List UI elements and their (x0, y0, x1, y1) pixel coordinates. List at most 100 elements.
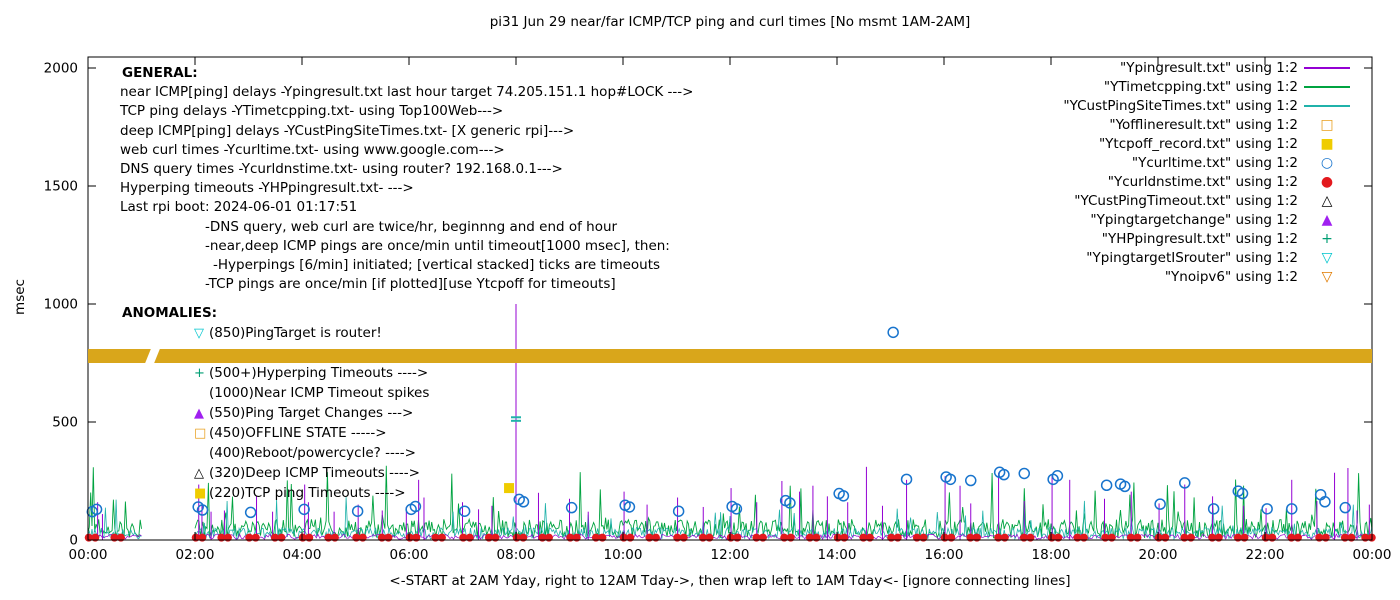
anomaly-text: (450)OFFLINE STATE -----> (209, 425, 387, 441)
x-tick-label: 22:00 (1246, 547, 1285, 563)
x-tick-label: 00:00 (69, 547, 108, 563)
legend-item: "Ycurldnstime.txt" using 1:2 ● (1063, 172, 1356, 191)
series-YCustPingSiteTimes-marks (511, 416, 521, 422)
general-heading: GENERAL: (122, 65, 198, 81)
anomaly-item: (400)Reboot/powercycle? ----> (122, 443, 429, 463)
legend-item: "Ytcpoff_record.txt" using 1:2 ■ (1063, 134, 1356, 153)
x-tick-label: 02:00 (176, 547, 215, 563)
legend-sample-square-open-icon: □ (1320, 116, 1334, 133)
series-Ycurltime.txt (86, 326, 1351, 519)
anomaly-text: (320)Deep ICMP Timeouts ----> (209, 465, 420, 481)
anomaly-text: (850)PingTarget is router! (209, 325, 382, 341)
anomaly-notes: ANOMALIES: ▽ (850)PingTarget is router! + (… (122, 303, 429, 503)
anomalies-heading: ANOMALIES: (122, 305, 218, 321)
x-tick-label: 14:00 (818, 547, 857, 563)
anomaly-item: (1000)Near ICMP Timeout spikes (122, 383, 429, 403)
legend-item: "Ypingtargetchange" using 1:2 ▲ (1063, 210, 1356, 229)
triangle-up-filled-icon: ▲ (194, 406, 204, 421)
legend-label: "Ynoipv6" using 1:2 (1164, 268, 1298, 285)
legend-label: "Ycurldnstime.txt" using 1:2 (1107, 173, 1298, 190)
legend-sample-triangle-down-open-icon: ▽ (1321, 268, 1333, 285)
general-notes: GENERAL: near ICMP[ping] delays -Ypingre… (120, 64, 694, 294)
legend-item: "Yofflineresult.txt" using 1:2 □ (1063, 115, 1356, 134)
x-tick-label: 00:00 (1353, 547, 1392, 563)
general-line: -TCP pings are once/min [if plotted][use… (205, 276, 616, 293)
plus-icon: + (194, 366, 205, 381)
x-tick-label: 10:00 (604, 547, 643, 563)
legend-sample-triangle-up-open-icon: △ (1321, 192, 1333, 209)
series-Ytcpoff_record.txt (504, 483, 515, 494)
y-tick-label: 0 (69, 533, 78, 549)
legend-item: "YTimetcpping.txt" using 1:2 (1063, 77, 1356, 96)
legend-sample-triangle-down-open-icon: ▽ (1321, 249, 1333, 266)
general-line: Last rpi boot: 2024-06-01 01:17:51 (120, 199, 358, 216)
y-tick-label: 1500 (44, 179, 78, 195)
legend: "Ypingresult.txt" using 1:2 "YTimetcpping… (1063, 58, 1356, 286)
general-line: deep ICMP[ping] delays -YCustPingSiteTim… (120, 122, 575, 139)
general-line: DNS query times -Ycurldnstime.txt- using… (120, 161, 563, 178)
anomaly-item: ■ (220)TCP ping Timeouts ----> (122, 483, 429, 503)
legend-sample-square-filled-icon: ■ (1320, 135, 1334, 152)
general-line: -near,deep ICMP pings are once/min until… (205, 237, 670, 254)
x-tick-label: 12:00 (711, 547, 750, 563)
anomaly-item: △ (320)Deep ICMP Timeouts ----> (122, 463, 429, 483)
legend-sample-circle-open-icon: ○ (1320, 154, 1334, 171)
y-tick-label: 1000 (44, 297, 78, 313)
x-tick-label: 16:00 (925, 547, 964, 563)
legend-label: "YCustPingSiteTimes.txt" using 1:2 (1063, 97, 1298, 114)
anomaly-text: (220)TCP ping Timeouts ----> (209, 485, 406, 501)
legend-item: "YCustPingSiteTimes.txt" using 1:2 (1063, 96, 1356, 115)
x-tick-label: 06:00 (390, 547, 429, 563)
legend-item: "Ycurltime.txt" using 1:2 ○ (1063, 153, 1356, 172)
general-line: TCP ping delays -YTimetcpping.txt- using… (120, 103, 504, 120)
general-line: -Hyperpings [6/min] initiated; [vertical… (213, 257, 661, 274)
anomaly-lines: ▽ (850)PingTarget is router! + (500+)Hyperp… (122, 323, 429, 503)
legend-label: "Ypingresult.txt" using 1:2 (1120, 59, 1298, 76)
anomaly-item: ▲ (550)Ping Target Changes ---> (122, 403, 429, 423)
x-tick-label: 04:00 (283, 547, 322, 563)
axes: 0 500 1000 1500 2000 00:00 02:00 04:00 06:00 08:0… (44, 56, 1392, 563)
general-lines: near ICMP[ping] delays -Ypingresult.txt … (120, 83, 694, 294)
anomaly-text: (550)Ping Target Changes ---> (209, 405, 414, 421)
y-axis-label: msec (12, 279, 28, 315)
legend-label: "Yofflineresult.txt" using 1:2 (1109, 116, 1298, 133)
legend-label: "Ypingtargetchange" using 1:2 (1090, 211, 1298, 228)
legend-sample-plus-icon: + (1321, 230, 1333, 247)
x-tick-label: 18:00 (1032, 547, 1071, 563)
general-line: -DNS query, web curl are twice/hr, begin… (205, 218, 618, 235)
legend-sample-line-icon (1298, 66, 1356, 69)
legend-label: "YTimetcpping.txt" using 1:2 (1103, 78, 1298, 95)
triangle-up-open-icon: △ (194, 466, 204, 481)
noipv6-band (88, 347, 1372, 364)
general-line: web curl times -Ycurltime.txt- using www… (120, 141, 505, 158)
legend-item: "YCustPingTimeout.txt" using 1:2 △ (1063, 191, 1356, 210)
legend-label: "Ycurltime.txt" using 1:2 (1131, 154, 1298, 171)
x-tick-label: 08:00 (497, 547, 536, 563)
anomaly-text: (500+)Hyperping Timeouts ----> (209, 365, 429, 381)
anomaly-text: (1000)Near ICMP Timeout spikes (209, 385, 430, 401)
anomaly-item: ▽ (850)PingTarget is router! (122, 323, 429, 343)
legend-label: "YHPpingresult.txt" using 1:2 (1101, 230, 1298, 247)
legend-sample-line-icon (1298, 85, 1356, 88)
band-gap (144, 347, 161, 364)
anomaly-item: + (500+)Hyperping Timeouts ----> (122, 363, 429, 383)
legend-sample-circle-filled-icon: ● (1320, 173, 1334, 190)
square-open-icon: □ (194, 426, 207, 441)
x-tick-label: 20:00 (1139, 547, 1178, 563)
anomaly-text: (400)Reboot/powercycle? ----> (209, 445, 416, 461)
y-tick-label: 2000 (44, 61, 78, 77)
legend-item: "Ynoipv6" using 1:2 ▽ (1063, 267, 1356, 286)
legend-label: "YCustPingTimeout.txt" using 1:2 (1074, 192, 1298, 209)
legend-sample-line-icon (1298, 104, 1356, 107)
legend-label: "YpingtargetISrouter" using 1:2 (1086, 249, 1298, 266)
anomaly-item: □ (450)OFFLINE STATE -----> (122, 423, 429, 443)
square-filled-icon: ■ (194, 486, 207, 501)
legend-label: "Ytcpoff_record.txt" using 1:2 (1098, 135, 1298, 152)
legend-item: "YHPpingresult.txt" using 1:2 + (1063, 229, 1356, 248)
legend-sample-triangle-up-filled-icon: ▲ (1321, 211, 1333, 228)
legend-item: "YpingtargetISrouter" using 1:2 ▽ (1063, 248, 1356, 267)
triangle-down-open-icon: ▽ (194, 326, 204, 341)
general-line: Hyperping timeouts -YHPpingresult.txt- -… (120, 180, 414, 197)
